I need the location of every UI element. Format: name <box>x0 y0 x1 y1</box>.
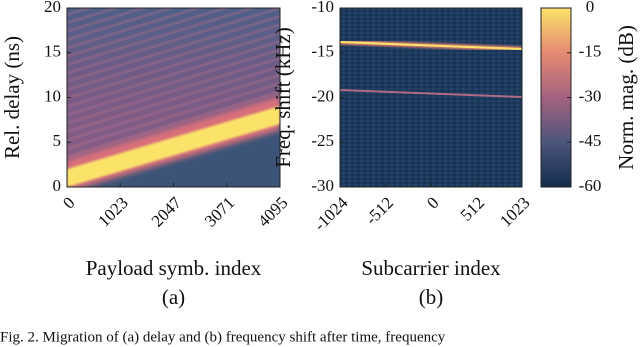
colorbar <box>540 7 572 188</box>
colorbar-tick-label: -60 <box>579 176 602 195</box>
heatmap-b <box>340 8 522 187</box>
y-tick-label: 5 <box>53 131 62 150</box>
y-tick-label: 15 <box>44 42 61 61</box>
x-tick-label: -512 <box>362 193 397 228</box>
x-tick-label: 4095 <box>254 193 291 230</box>
x-axis-label: Payload symb. index <box>86 256 262 280</box>
x-tick-label: 1023 <box>94 193 131 230</box>
x-tick-label: 0 <box>59 193 78 212</box>
y-tick-label: 0 <box>53 176 62 195</box>
colorbar-tick-label: -45 <box>579 131 602 150</box>
y-axis-label: Freq. shift (kHz) <box>271 27 295 168</box>
caption: Fig. 2. Migration of (a) delay and (b) f… <box>0 329 446 345</box>
colorbar-tick-label: 0 <box>586 0 595 16</box>
y-tick-label: -20 <box>311 86 334 105</box>
y-tick-label: 20 <box>44 0 61 16</box>
y-tick-label: -25 <box>311 131 334 150</box>
y-tick-label: -15 <box>311 42 334 61</box>
subfigure-label: (a) <box>162 285 185 309</box>
x-axis-label: Subcarrier index <box>361 256 501 280</box>
x-tick-label: 2047 <box>148 193 186 231</box>
y-tick-label: 10 <box>44 86 61 105</box>
x-tick-label: 512 <box>457 193 488 224</box>
colorbar-tick-label: -30 <box>579 86 602 105</box>
x-tick-label: -1024 <box>310 193 352 235</box>
x-tick-label: 1023 <box>496 193 533 230</box>
x-tick-label: 0 <box>423 193 442 212</box>
colorbar-tick-label: -15 <box>579 42 602 61</box>
y-tick-label: -10 <box>311 0 334 16</box>
x-tick-label: 3071 <box>201 193 238 230</box>
colorbar-label: Norm. mag. (dB) <box>614 25 638 170</box>
subfigure-label: (b) <box>419 285 444 309</box>
y-tick-label: -30 <box>311 176 334 195</box>
heatmap-a <box>67 8 280 187</box>
y-axis-label: Rel. delay (ns) <box>0 36 24 159</box>
